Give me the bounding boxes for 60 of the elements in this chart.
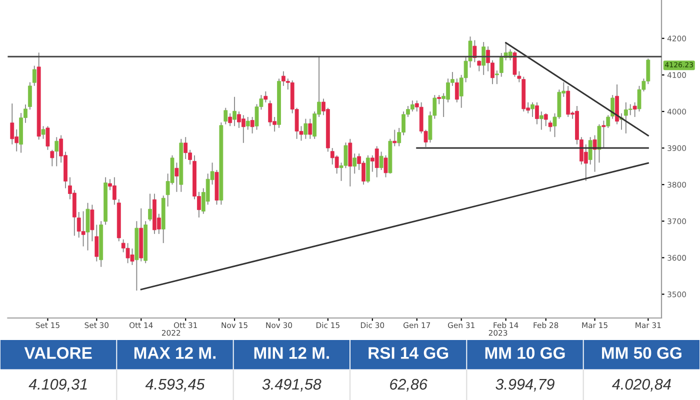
candlestick: [334, 154, 339, 174]
category-label: MM 50 GG: [602, 347, 682, 359]
candlestick: [268, 100, 272, 127]
candlestick: [10, 102, 14, 145]
text: 3.994,79: [496, 378, 554, 392]
candlestick: [606, 114, 610, 128]
candlestick: [348, 138, 352, 187]
candlestick: [454, 78, 459, 103]
candlestick: [232, 96, 236, 127]
candlestick: [632, 102, 637, 118]
candlestick: [628, 104, 632, 116]
candlestick: [566, 85, 570, 118]
candlestick: [482, 42, 486, 76]
candlestick: [32, 65, 36, 86]
candlestick: [241, 114, 246, 144]
text: 3.491,58: [262, 378, 322, 392]
candlestick: [246, 116, 250, 130]
candlestick: [86, 202, 90, 251]
text: 62,86: [390, 378, 428, 392]
candlestick: [530, 102, 534, 118]
candlestick: [392, 129, 397, 147]
candlestick: [41, 126, 46, 140]
candlestick: [472, 40, 477, 63]
category-label: VALORE: [24, 347, 92, 359]
category-label: MIN 12 M.: [254, 347, 329, 359]
candlestick: [148, 193, 152, 222]
candlestick: [28, 82, 32, 110]
candlestick: [584, 144, 588, 182]
candlestick: [174, 162, 179, 192]
candlestick: [224, 107, 228, 125]
category-label: RSI 14 GG: [368, 347, 448, 359]
candlestick: [184, 136, 188, 160]
candlestick: [384, 154, 388, 178]
candlestick: [592, 134, 597, 172]
candlestick: [539, 111, 544, 130]
category-label: MAX 12 M.: [134, 347, 216, 359]
candlestick: [610, 94, 615, 120]
candlestick: [535, 102, 539, 125]
candlestick: [304, 118, 308, 140]
candlestick: [602, 120, 606, 149]
candlestick: [228, 112, 232, 127]
candlestick: [250, 116, 254, 134]
candlestick: [50, 149, 54, 167]
candlestick: [588, 136, 592, 165]
candlestick: [366, 154, 370, 184]
candlestick: [437, 94, 442, 105]
candlestick: [46, 126, 50, 150]
text: 4.020,84: [612, 378, 671, 392]
candlestick: [54, 136, 59, 167]
candlestick: [352, 153, 357, 174]
text: 4.109,31: [28, 378, 87, 392]
category-label: MM 10 GG: [485, 347, 565, 359]
candlestick: [264, 90, 268, 103]
candlestick: [494, 70, 499, 85]
candlestick: [410, 100, 414, 112]
candlestick: [81, 210, 86, 247]
candlestick: [374, 146, 379, 178]
candlestick: [308, 118, 312, 140]
text: 4.593,45: [145, 378, 205, 392]
candlestick: [379, 151, 384, 170]
